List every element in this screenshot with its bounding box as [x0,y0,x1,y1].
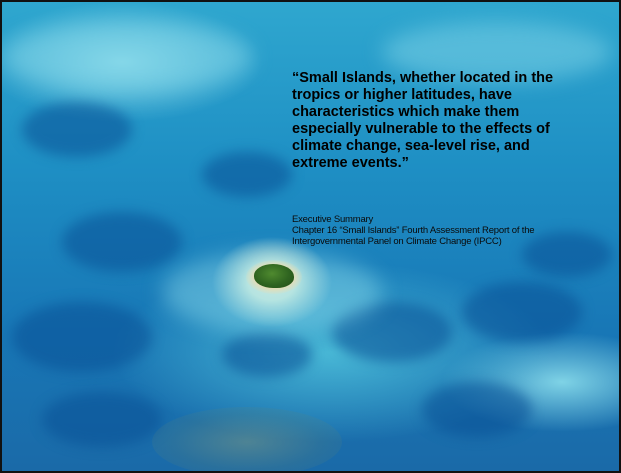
deep-water-patch [62,212,182,272]
ipcc-quote: “Small Islands, whether located in the t… [292,70,554,171]
deep-water-patch [462,282,582,342]
shallow-lagoon [382,22,612,82]
deep-water-patch [332,302,452,362]
small-island [246,260,302,294]
deep-water-patch [12,302,152,372]
quote-attribution: Executive Summary Chapter 16 “Small Isla… [292,214,602,247]
deep-water-patch [522,232,612,277]
deep-water-patch [22,102,132,157]
attribution-line-1: Executive Summary [292,214,374,225]
deep-water-patch [422,382,532,437]
attribution-line-3: Intergovernmental Panel on Climate Chang… [292,236,502,247]
deep-water-patch [42,392,162,447]
island-vegetation [254,264,294,288]
deep-water-patch [202,152,292,197]
attribution-line-2: Chapter 16 “Small Islands” Fourth Assess… [292,225,535,236]
coral-reef-shallows [152,407,342,471]
shallow-lagoon [2,22,252,92]
deep-water-patch [222,332,312,377]
